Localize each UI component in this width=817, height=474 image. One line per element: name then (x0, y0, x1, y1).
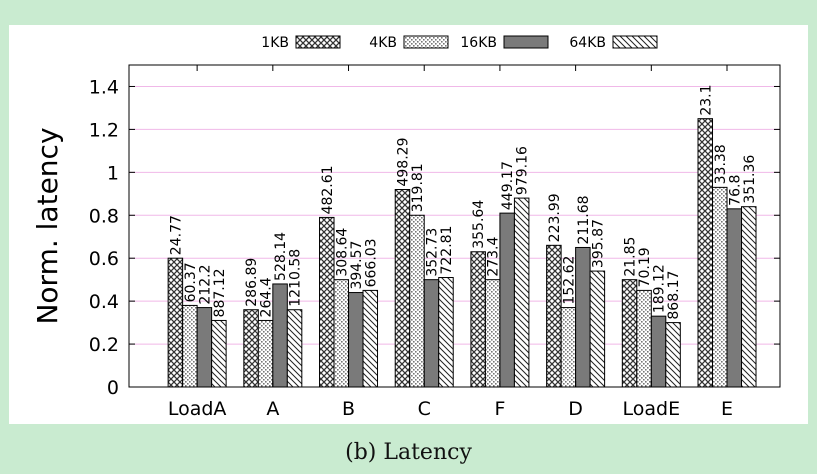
axes: 0 0.2 0.4 0.6 0.8 1 1.2 1.4 Norm. latency LoadA A B… (31, 64, 781, 420)
value-label: 76.8 (727, 175, 743, 206)
value-label: 211.68 (576, 195, 592, 244)
value-label: 868.17 (666, 271, 682, 320)
bar-64KB-B (362, 289, 379, 388)
bar-64KB-E (741, 206, 757, 388)
value-label: 355.64 (471, 200, 487, 249)
bar-1KB-A (243, 309, 259, 388)
value-label: 1210.58 (288, 249, 304, 307)
value-label: 23.1 (698, 84, 714, 115)
value-label: 152.62 (561, 256, 577, 305)
value-label: 352.73 (424, 228, 440, 277)
bar-4KB-D (560, 307, 577, 388)
value-label: 498.29 (395, 138, 411, 187)
bar-4KB-A (257, 319, 274, 388)
x-tick-label: LoadA (168, 398, 227, 420)
bar-4KB-E (712, 186, 728, 388)
bar-64KB-C (438, 277, 454, 388)
y-tick-label: 1.4 (89, 76, 119, 98)
x-tick-label: LoadE (623, 398, 681, 420)
value-label: 722.81 (439, 226, 455, 275)
x-tick-label: B (342, 398, 355, 420)
value-label: 223.99 (547, 193, 563, 242)
bar-16KB-E (726, 208, 743, 388)
value-label: 394.57 (349, 241, 365, 290)
bar-1KB-LoadE (621, 279, 638, 388)
bar-1KB-E (697, 118, 714, 388)
legend-swatch (403, 35, 449, 49)
y-tick-label: 0.4 (89, 291, 119, 313)
value-label: 979.16 (515, 146, 531, 195)
bar-16KB-B (348, 292, 364, 388)
bar-64KB-LoadA (211, 319, 227, 388)
y-tick-label: 0.6 (89, 248, 119, 270)
legend-label: 1KB (261, 35, 289, 51)
bar-4KB-B (333, 279, 350, 388)
figure-panel: 1KB 4KB 16KB 64KB 24.77 60.37 212.2 887.12 286.… (9, 25, 808, 424)
bar-16KB-A (272, 283, 288, 388)
value-label: 70.19 (637, 247, 653, 287)
value-label: 319.81 (410, 163, 426, 212)
value-label: 887.12 (212, 268, 228, 317)
legend: 1KB 4KB 16KB 64KB (261, 35, 658, 51)
bars (167, 118, 757, 388)
x-tick-label: C (418, 398, 431, 420)
x-tick-label: E (721, 398, 733, 420)
x-tick-label: D (568, 398, 583, 420)
legend-swatch (612, 35, 658, 49)
bar-64KB-A (286, 309, 303, 388)
bar-4KB-LoadA (182, 304, 198, 388)
bar-4KB-C (409, 214, 425, 388)
value-label: 264.4 (259, 277, 275, 317)
bar-1KB-D (546, 244, 562, 388)
bar-64KB-D (589, 270, 606, 388)
x-tick-label: F (494, 398, 505, 420)
value-label: 33.38 (713, 144, 729, 184)
legend-swatch (503, 35, 549, 49)
bar-1KB-C (394, 189, 411, 388)
value-label: 482.61 (320, 165, 336, 214)
bar-1KB-LoadA (167, 257, 184, 388)
value-label: 308.64 (334, 228, 350, 277)
y-tick-label: 0.8 (89, 205, 119, 227)
value-label: 449.17 (500, 161, 516, 210)
bar-16KB-LoadA (196, 307, 213, 388)
value-label: 60.37 (183, 262, 199, 302)
bar-16KB-C (423, 279, 440, 388)
value-label: 395.87 (590, 219, 606, 268)
value-label: 212.2 (197, 264, 213, 304)
bar-1KB-F (470, 251, 486, 388)
value-label: 351.36 (742, 155, 758, 204)
legend-label: 64KB (569, 35, 606, 51)
value-label: 666.03 (363, 238, 379, 287)
y-axis-label: Norm. latency (31, 127, 64, 324)
bar-16KB-D (575, 246, 591, 388)
bar-4KB-F (484, 279, 501, 388)
legend-label: 16KB (460, 35, 497, 51)
plot-frame (128, 64, 781, 388)
value-label: 528.14 (273, 232, 289, 281)
figure-caption: (b) Latency (345, 440, 472, 465)
value-label: 273.4 (486, 236, 502, 276)
bar-1KB-B (319, 216, 335, 388)
value-label: 189.12 (652, 264, 668, 313)
value-label: 21.85 (623, 237, 639, 277)
bar-16KB-F (499, 212, 515, 388)
value-label: 286.89 (244, 258, 260, 307)
bar-64KB-F (513, 197, 530, 388)
legend-label: 4KB (369, 35, 397, 51)
value-label: 24.77 (168, 215, 184, 255)
y-tick-label: 1 (107, 162, 119, 184)
bar-64KB-LoadE (665, 322, 681, 388)
y-tick-label: 0.2 (89, 334, 119, 356)
bar-4KB-LoadE (636, 289, 652, 388)
grid (129, 85, 780, 345)
legend-swatch (295, 35, 341, 49)
y-tick-label: 1.2 (89, 119, 119, 141)
bar-16KB-LoadE (650, 315, 667, 388)
x-tick-label: A (266, 398, 279, 420)
y-tick-label: 0 (107, 377, 119, 399)
